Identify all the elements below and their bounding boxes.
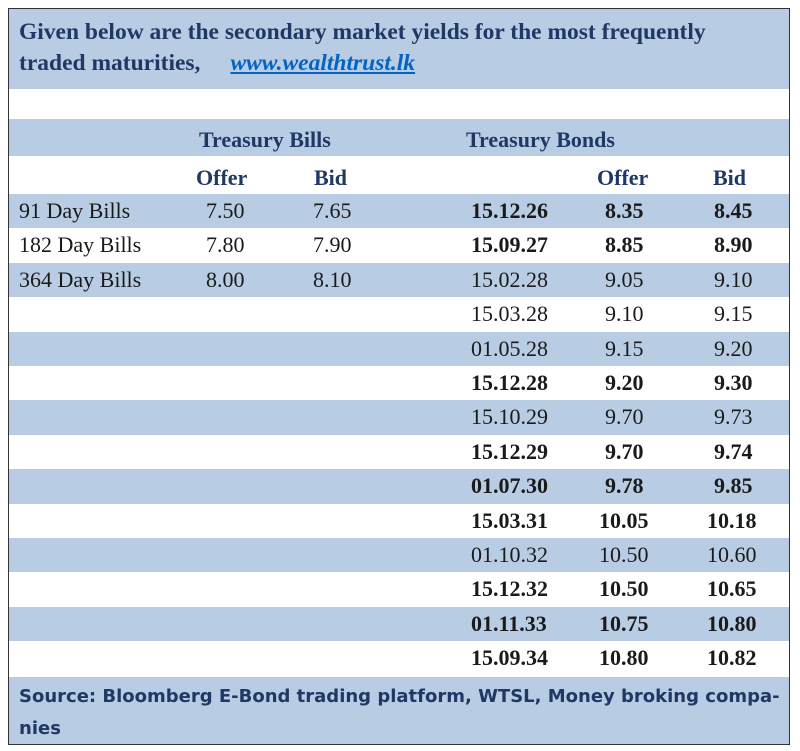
bond-offer: 10.75 [599,610,649,636]
bond-offer: 8.35 [605,198,644,223]
bond-offer: 9.05 [605,266,644,292]
bond-bid: 9.10 [714,266,753,292]
footer: Source: Bloomberg E-Bond trading platfor… [19,686,780,739]
bond-offer: 8.85 [605,232,644,258]
column-header: Bid [713,165,747,190]
column-header: Offer [597,165,649,190]
bond-offer: 10.50 [599,576,649,602]
bond-offer: 10.80 [599,645,649,671]
header-band [9,9,789,89]
bond-bid: 10.65 [707,576,757,602]
bill-name: 364 Day Bills [19,266,142,292]
footer-band [9,677,789,744]
bond-offer: 10.50 [599,542,649,567]
row-band [9,538,789,573]
bond-maturity: 15.09.34 [471,645,548,671]
bond-offer: 9.20 [605,370,644,395]
bill-name: 182 Day Bills [19,232,142,258]
bond-offer: 9.78 [605,473,644,499]
column-header: Offer [196,165,248,190]
bill-bid: 7.90 [313,232,352,258]
bond-bid: 10.18 [707,507,757,533]
bond-bid: 10.82 [707,645,757,671]
column-header: Bid [314,165,348,190]
bond-maturity: 15.03.28 [471,301,548,327]
bill-offer: 7.80 [206,232,245,258]
title: Given below are the secondary market yie… [19,19,706,76]
bond-maturity: 01.05.28 [471,335,548,361]
link[interactable]: www.wealthtrust.lk [230,50,416,76]
bond-offer: 9.10 [605,301,644,327]
bond-maturity: 15.12.29 [471,438,548,464]
bond-offer: 9.70 [605,438,644,464]
bond-bid: 8.90 [714,232,753,258]
row-band [9,262,789,298]
bond-bid: 9.85 [714,473,753,499]
bond-bid: 9.73 [714,404,753,430]
bill-offer: 8.00 [206,266,245,292]
row-band [9,606,789,642]
bill-name: 91 Day Bills [19,198,131,223]
bond-maturity: 15.12.32 [471,576,548,602]
bond-maturity: 01.10.32 [471,542,548,567]
bond-bid: 10.60 [707,542,757,567]
bonds-heading: Treasury Bonds [466,127,615,152]
bond-maturity: 15.12.26 [471,198,548,223]
bond-maturity: 01.11.33 [471,610,547,636]
bond-offer: 9.15 [605,335,644,361]
bond-maturity: 15.02.28 [471,266,548,292]
bond-offer: 9.70 [605,404,644,430]
row-band [9,194,789,229]
row-band [9,331,789,366]
bill-bid: 8.10 [313,266,352,292]
bond-maturity: 01.07.30 [471,473,548,499]
bills-heading: Treasury Bills [199,127,331,152]
bond-maturity: 15.03.31 [471,507,548,533]
section-band [9,119,789,156]
bond-maturity: 15.12.28 [471,370,548,395]
bond-offer: 10.05 [599,507,649,533]
bond-bid: 8.45 [714,198,753,223]
row-band [9,400,789,435]
bond-maturity: 15.10.29 [471,404,548,430]
bond-maturity: 15.09.27 [471,232,548,258]
bill-bid: 7.65 [313,198,352,223]
bond-bid: 10.80 [707,610,757,636]
yield-table: Given below are the secondary market yie… [8,8,790,745]
bond-bid: 9.30 [714,370,753,395]
bond-bid: 9.20 [714,335,753,361]
bill-offer: 7.50 [206,198,245,223]
header: Given below are the secondary market yie… [19,17,759,79]
row-band [9,469,789,504]
bond-bid: 9.74 [714,438,753,464]
bond-bid: 9.15 [714,301,753,327]
